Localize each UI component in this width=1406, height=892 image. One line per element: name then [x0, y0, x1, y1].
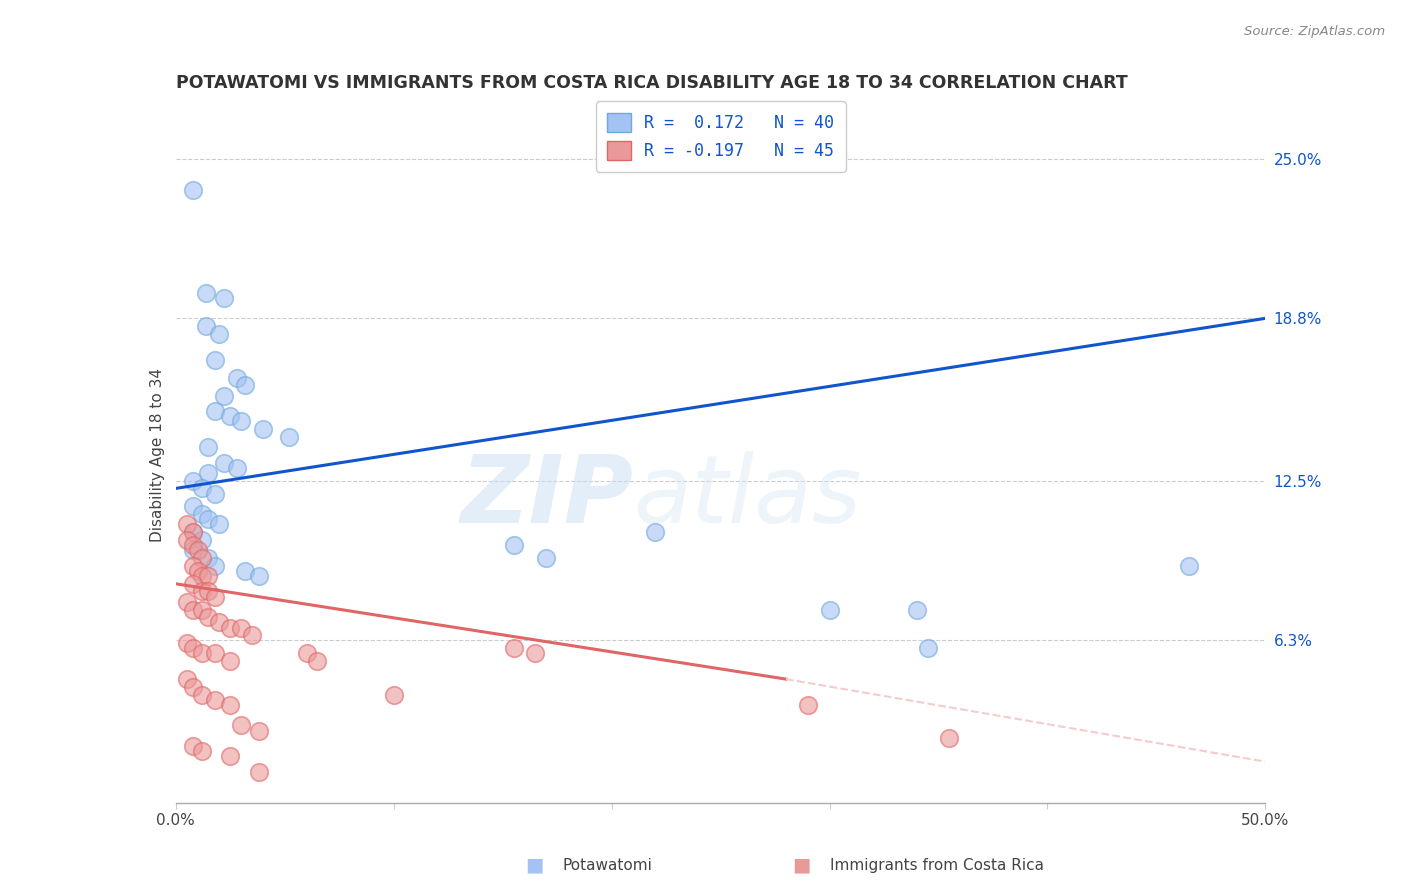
Text: atlas: atlas: [633, 451, 862, 542]
Point: [181, 543, 204, 558]
Point: [644, 525, 666, 540]
Text: ■: ■: [792, 855, 811, 875]
Text: ■: ■: [524, 855, 544, 875]
Point: [197, 551, 219, 566]
Point: [176, 533, 198, 547]
Point: [191, 482, 214, 496]
Point: [818, 602, 841, 616]
Point: [225, 460, 247, 475]
Text: POTAWATOMI VS IMMIGRANTS FROM COSTA RICA DISABILITY AGE 18 TO 34 CORRELATION CHA: POTAWATOMI VS IMMIGRANTS FROM COSTA RICA…: [176, 74, 1128, 92]
Point: [278, 430, 301, 444]
Point: [197, 440, 219, 454]
Point: [181, 739, 204, 753]
Point: [181, 525, 204, 540]
Point: [938, 731, 960, 746]
Point: [181, 602, 204, 616]
Point: [176, 636, 198, 650]
Legend: R =  0.172   N = 40, R = -0.197   N = 45: R = 0.172 N = 40, R = -0.197 N = 45: [596, 102, 845, 171]
Point: [212, 291, 235, 305]
Point: [231, 718, 253, 732]
Point: [204, 692, 226, 706]
Point: [208, 517, 231, 532]
Point: [247, 764, 270, 779]
Point: [225, 370, 247, 384]
Text: Source: ZipAtlas.com: Source: ZipAtlas.com: [1244, 25, 1385, 38]
Point: [502, 538, 524, 552]
Point: [307, 654, 329, 668]
Y-axis label: Disability Age 18 to 34: Disability Age 18 to 34: [149, 368, 165, 542]
Point: [212, 389, 235, 403]
Point: [186, 564, 209, 578]
Point: [176, 672, 198, 686]
Point: [197, 610, 219, 624]
Point: [197, 569, 219, 583]
Point: [191, 584, 214, 599]
Point: [382, 688, 405, 702]
Point: [191, 569, 214, 583]
Point: [240, 628, 263, 642]
Point: [191, 602, 214, 616]
Point: [534, 551, 557, 566]
Point: [524, 646, 547, 660]
Point: [181, 182, 204, 196]
Point: [235, 564, 257, 578]
Point: [204, 486, 226, 500]
Point: [181, 538, 204, 552]
Text: Potawatomi: Potawatomi: [562, 858, 652, 872]
Point: [181, 474, 204, 488]
Text: Immigrants from Costa Rica: Immigrants from Costa Rica: [830, 858, 1043, 872]
Point: [197, 466, 219, 480]
Point: [191, 551, 214, 566]
Point: [191, 646, 214, 660]
Point: [176, 517, 198, 532]
Point: [219, 698, 242, 712]
Point: [191, 533, 214, 547]
Point: [186, 543, 209, 558]
Point: [219, 409, 242, 424]
Point: [181, 525, 204, 540]
Point: [191, 507, 214, 521]
Point: [231, 621, 253, 635]
Point: [204, 646, 226, 660]
Point: [204, 558, 226, 573]
Point: [905, 602, 928, 616]
Point: [219, 654, 242, 668]
Point: [181, 500, 204, 514]
Text: ZIP: ZIP: [461, 450, 633, 542]
Point: [191, 744, 214, 758]
Point: [231, 414, 253, 428]
Point: [219, 621, 242, 635]
Point: [212, 456, 235, 470]
Point: [197, 512, 219, 526]
Point: [917, 641, 939, 656]
Point: [295, 646, 318, 660]
Point: [208, 615, 231, 630]
Point: [235, 378, 257, 392]
Point: [195, 319, 218, 334]
Point: [181, 641, 204, 656]
Point: [176, 595, 198, 609]
Point: [247, 569, 270, 583]
Point: [252, 422, 274, 436]
Point: [247, 723, 270, 738]
Point: [204, 590, 226, 604]
Point: [219, 749, 242, 764]
Point: [204, 352, 226, 367]
Point: [181, 680, 204, 694]
Point: [195, 285, 218, 300]
Point: [796, 698, 818, 712]
Point: [502, 641, 524, 656]
Point: [191, 688, 214, 702]
Point: [208, 326, 231, 341]
Point: [181, 576, 204, 591]
Point: [197, 584, 219, 599]
Point: [204, 404, 226, 418]
Point: [181, 558, 204, 573]
Point: [1178, 558, 1201, 573]
